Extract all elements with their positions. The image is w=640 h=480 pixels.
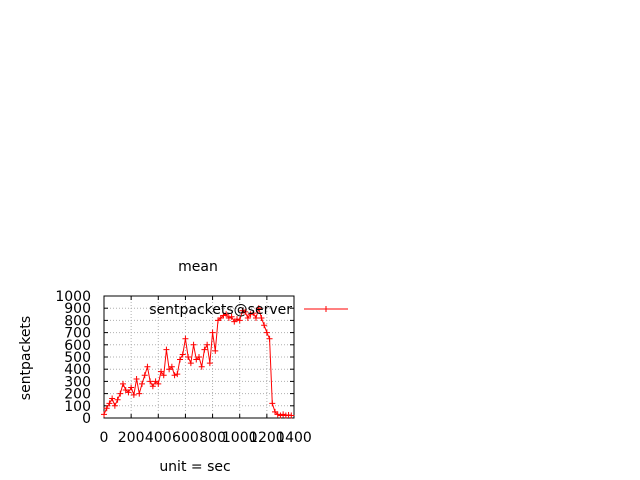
x-axis-label: unit = sec: [159, 459, 230, 475]
data-point: [288, 412, 295, 419]
data-point: [160, 372, 167, 379]
data-point: [196, 354, 202, 360]
legend: sentpackets@server: [149, 302, 348, 318]
y-tick-label: 700: [64, 326, 91, 342]
data-point: [109, 395, 116, 402]
data-point: [282, 412, 289, 419]
data-point: [158, 368, 164, 375]
y-axis-label: sentpackets: [18, 316, 34, 400]
data-point: [212, 347, 219, 354]
data-point: [177, 356, 183, 363]
x-tick-label: 800: [199, 430, 226, 446]
data-point: [201, 346, 208, 353]
x-tick-label: 1200: [249, 430, 285, 446]
data-point: [225, 314, 232, 321]
data-point: [117, 390, 124, 397]
data-point: [125, 389, 132, 396]
y-tick-label: 400: [64, 362, 91, 378]
data-point: [206, 360, 213, 367]
data-point: [250, 310, 257, 317]
data-point: [190, 341, 197, 348]
data-point: [253, 314, 259, 321]
data-point: [163, 346, 170, 353]
data-point: [139, 380, 145, 387]
data-point: [258, 314, 265, 321]
data-point: [149, 383, 156, 390]
y-tick-label: 800: [64, 313, 91, 329]
chart-title: mean: [178, 259, 218, 275]
data-point: [136, 390, 143, 397]
data-point: [187, 360, 194, 367]
data-point: [255, 305, 262, 312]
x-tick-label: 0: [100, 430, 109, 446]
data-point: [103, 405, 110, 412]
data-point: [111, 402, 118, 409]
data-point: [277, 412, 284, 419]
x-tick-label: 600: [172, 430, 199, 446]
series-line: [103, 306, 292, 417]
data-point: [185, 354, 192, 360]
data-point: [269, 400, 276, 407]
series-area: [101, 305, 295, 419]
data-point: [141, 372, 148, 379]
data-point: [228, 313, 235, 320]
data-point: [101, 411, 107, 418]
data-point: [130, 391, 137, 398]
data-point: [274, 411, 281, 418]
data-point: [223, 311, 230, 318]
y-tick-label: 200: [64, 387, 91, 403]
data-point: [261, 322, 268, 329]
data-point: [266, 335, 273, 342]
data-point: [247, 311, 254, 318]
data-point: [242, 308, 249, 315]
data-point: [128, 384, 135, 391]
legend-marker: [323, 306, 329, 312]
data-point: [244, 314, 251, 321]
data-point: [234, 316, 240, 323]
data-point: [204, 341, 211, 348]
data-point: [133, 375, 140, 382]
data-point: [263, 329, 270, 336]
x-tick-label: 1400: [276, 430, 312, 446]
data-point: [179, 351, 186, 358]
y-tick-label: 600: [64, 338, 91, 354]
data-point: [198, 363, 205, 370]
data-point: [280, 411, 287, 418]
data-point: [147, 378, 154, 385]
data-point: [114, 396, 121, 403]
data-point: [174, 371, 181, 378]
legend-label: sentpackets@server: [149, 302, 292, 318]
data-point: [182, 335, 189, 342]
data-point: [155, 380, 162, 387]
data-point: [285, 411, 292, 418]
data-point: [168, 363, 175, 370]
y-tick-label: 1000: [55, 289, 91, 305]
y-tick-label: 500: [64, 350, 91, 366]
y-tick-label: 0: [82, 411, 91, 427]
y-tick-label: 300: [64, 374, 91, 390]
x-tick-label: 400: [145, 430, 172, 446]
x-tick-label: 1000: [222, 430, 258, 446]
data-point: [209, 329, 216, 336]
data-point: [220, 312, 227, 319]
y-tick-label: 100: [64, 399, 91, 415]
data-point: [239, 307, 246, 314]
data-point: [236, 317, 243, 324]
data-point: [144, 363, 151, 370]
x-tick-label: 200: [118, 430, 145, 446]
data-point: [171, 372, 178, 379]
data-point: [120, 380, 126, 387]
data-point: [106, 400, 113, 407]
y-tick-label: 900: [64, 301, 91, 317]
